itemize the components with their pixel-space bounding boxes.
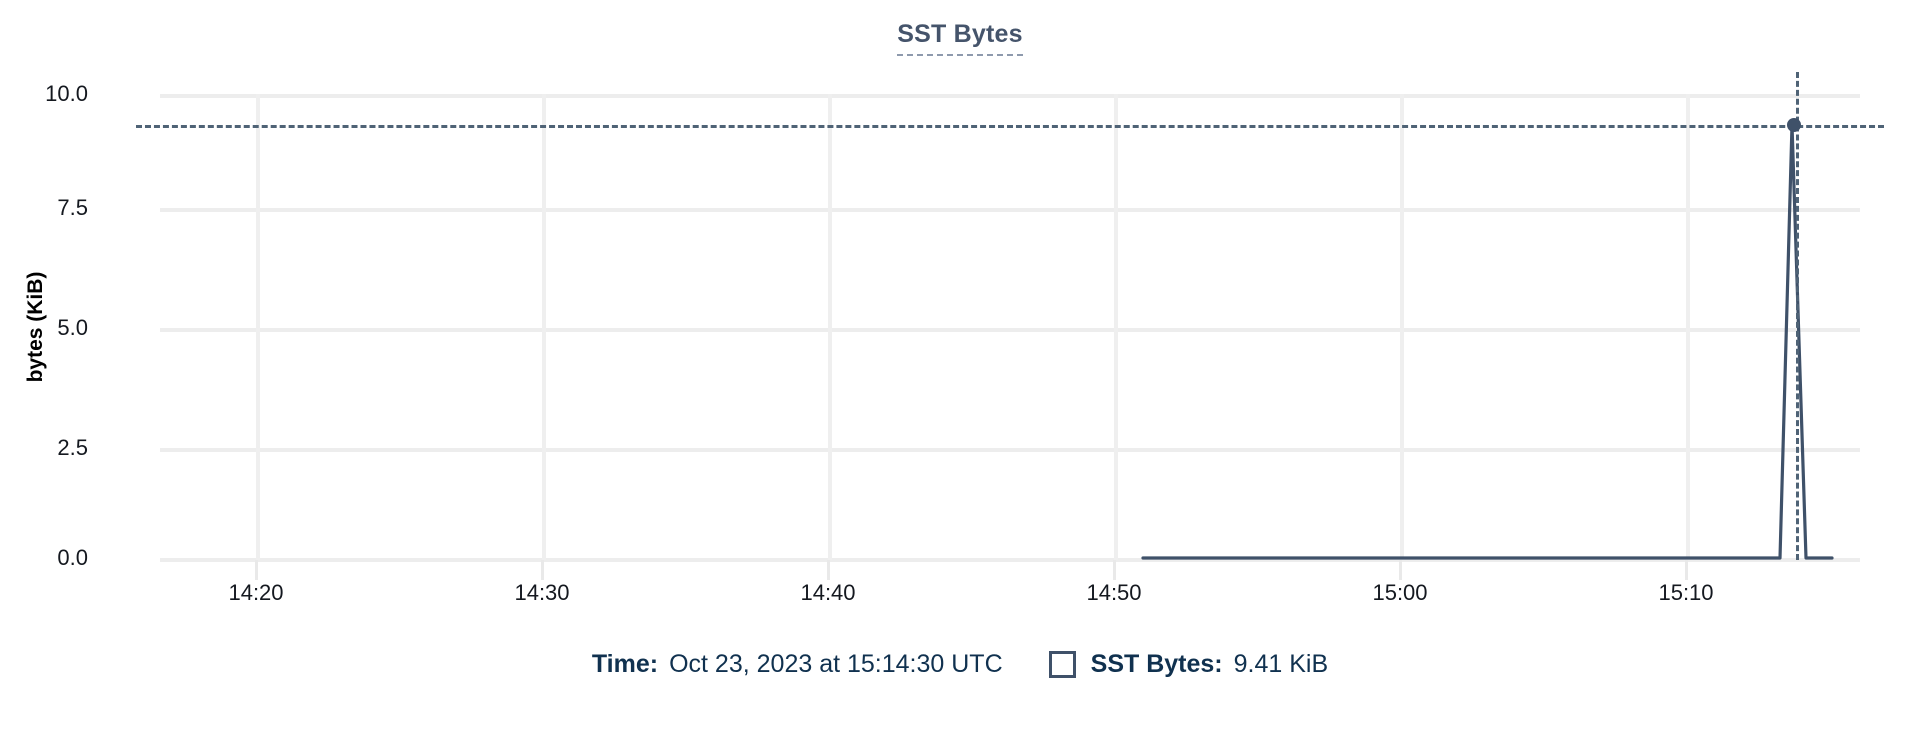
x-tick-mark — [541, 560, 544, 580]
chart-title: SST Bytes — [0, 20, 1920, 56]
gridline-horizontal — [160, 328, 1860, 332]
gridline-vertical — [256, 94, 260, 560]
gridline-vertical — [542, 94, 546, 560]
footer-time-label: Time: — [591, 650, 659, 678]
chart-footer: Time: Oct 23, 2023 at 15:14:30 UTC SST B… — [0, 650, 1920, 679]
legend-square-icon[interactable] — [1048, 651, 1076, 678]
footer-time-group: Time: Oct 23, 2023 at 15:14:30 UTC — [592, 650, 1003, 679]
y-tick-label: 2.5 — [57, 435, 88, 460]
gridline-vertical — [1686, 94, 1690, 560]
chart-title-text: SST Bytes — [897, 20, 1023, 56]
y-tick-label: 5.0 — [57, 315, 88, 340]
gridline-horizontal — [160, 448, 1860, 452]
gridline-horizontal — [160, 94, 1860, 98]
footer-time-value: Oct 23, 2023 at 15:14:30 UTC — [669, 650, 1003, 678]
plot-area: 10.0 7.5 5.0 2.5 0.0 14:20 14:30 14:40 1… — [45, 72, 1884, 605]
hover-point-marker[interactable] — [1787, 118, 1801, 132]
footer-legend-group[interactable]: SST Bytes: 9.41 KiB — [1048, 650, 1329, 679]
gridline-vertical — [1400, 94, 1404, 560]
x-tick-mark — [1113, 560, 1116, 580]
x-tick-mark — [255, 560, 258, 580]
gridline-horizontal — [160, 208, 1860, 212]
x-tick-label: 14:50 — [1086, 580, 1142, 605]
x-tick-label: 14:30 — [514, 580, 570, 605]
series-line — [1141, 123, 1834, 560]
crosshair-vertical-line — [1796, 72, 1799, 560]
crosshair-horizontal-line — [136, 125, 1884, 128]
x-tick-label: 15:10 — [1658, 580, 1714, 605]
series-sst-bytes — [1141, 123, 1834, 560]
footer-series-label: SST Bytes: — [1090, 650, 1223, 678]
y-tick-label: 7.5 — [57, 195, 88, 220]
gridline-vertical — [1114, 94, 1118, 560]
x-tick-mark — [1685, 560, 1688, 580]
x-tick-label: 15:00 — [1372, 580, 1428, 605]
x-tick-label: 14:20 — [228, 580, 284, 605]
x-tick-mark — [1399, 560, 1402, 580]
x-tick-label: 14:40 — [800, 580, 856, 605]
y-tick-label: 0.0 — [57, 545, 88, 570]
gridline-horizontal — [160, 558, 1860, 562]
y-tick-label: 10.0 — [45, 81, 88, 106]
footer-series-value: 9.41 KiB — [1233, 650, 1329, 678]
x-tick-mark — [827, 560, 830, 580]
gridline-vertical — [828, 94, 832, 560]
